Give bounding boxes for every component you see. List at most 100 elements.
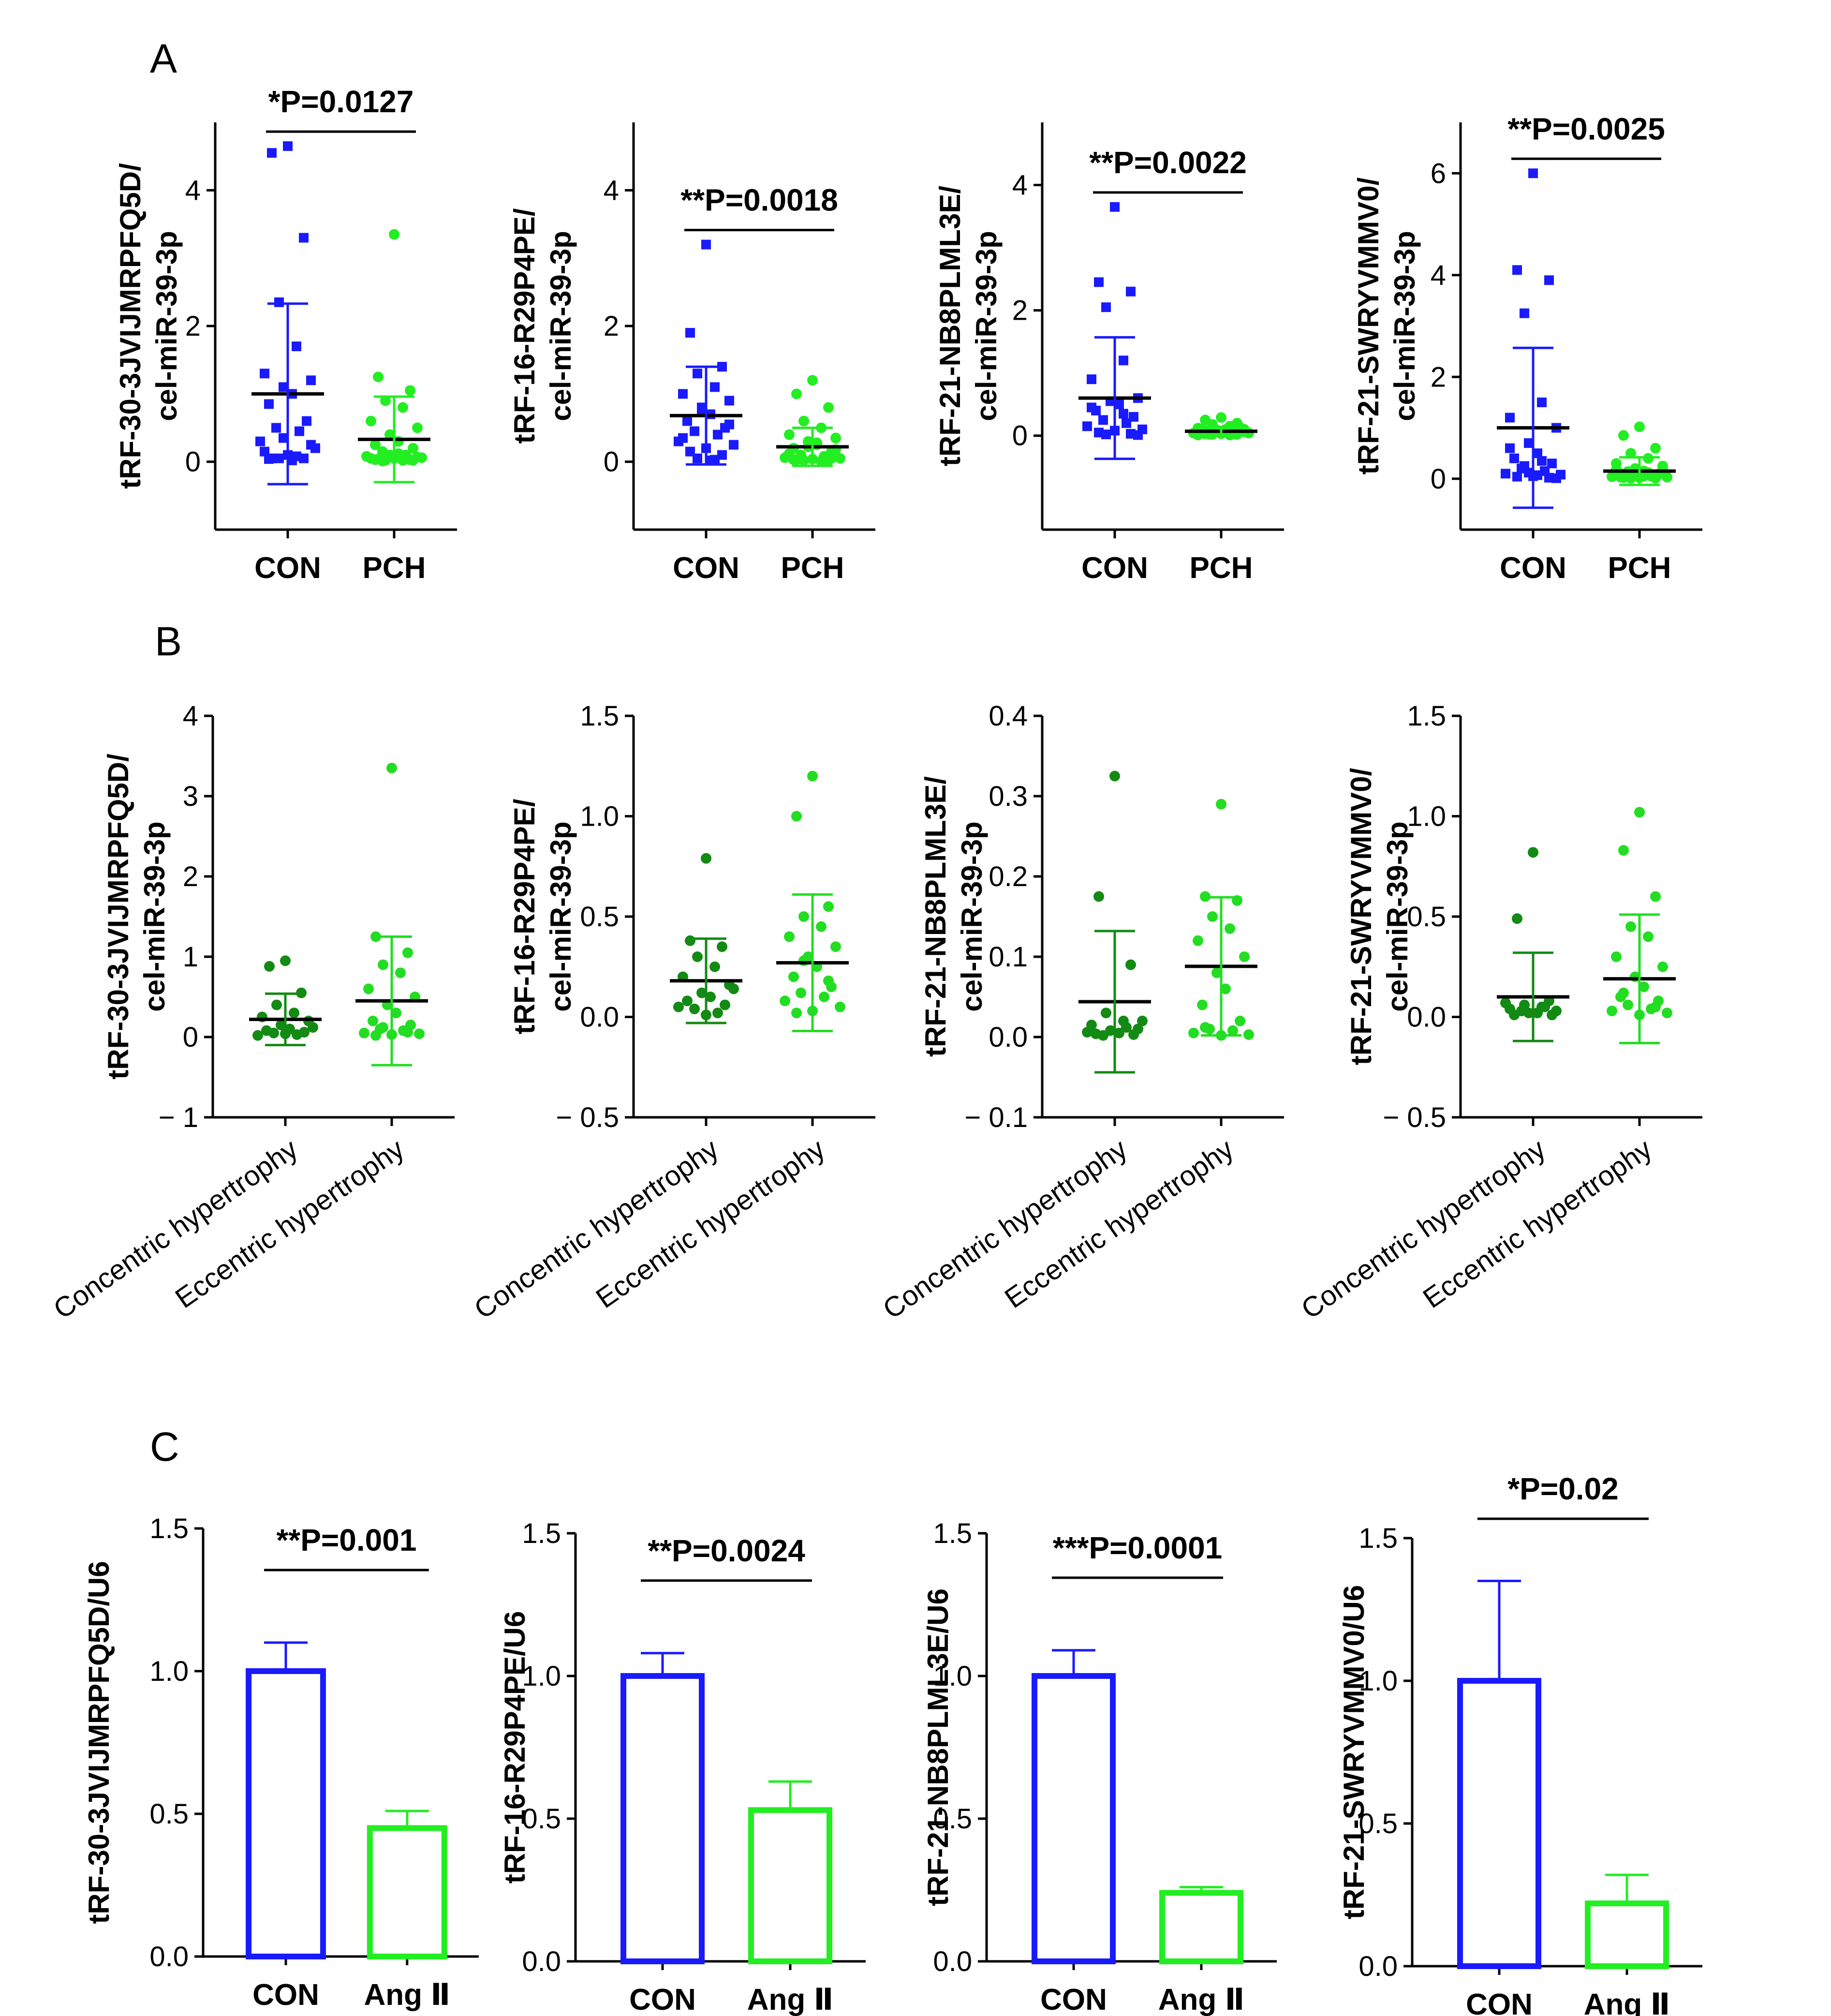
bar <box>367 1825 447 1959</box>
data-point <box>1650 891 1661 902</box>
y-tick-label: 1 <box>183 941 198 973</box>
y-axis-label: tRF-21-NB8PLML3E/ <box>934 186 966 466</box>
y-tick-label: 2 <box>183 861 198 892</box>
data-point <box>1133 430 1143 440</box>
data-point <box>682 416 692 426</box>
data-point <box>673 1001 684 1012</box>
y-tick-label: 0 <box>185 446 201 478</box>
data-point <box>690 426 699 436</box>
y-tick-label: 0.5 <box>522 1803 561 1835</box>
data-point <box>1662 1008 1672 1019</box>
data-point <box>264 961 275 972</box>
data-point <box>1500 997 1511 1008</box>
data-point <box>1216 412 1226 423</box>
data-point <box>1197 999 1208 1010</box>
y-axis-label: tRF-21-SWRYVMMV0/ <box>1345 768 1377 1065</box>
p-value-label: **P=0.001 <box>276 1523 416 1557</box>
data-point <box>1225 923 1235 934</box>
y-axis-label: tRF-21-SWRYVMMV0/U6 <box>1338 1585 1370 1919</box>
data-point <box>1662 472 1672 483</box>
data-point <box>1126 286 1136 296</box>
data-point <box>252 1030 263 1041</box>
y-tick-label: 1.0 <box>149 1656 189 1687</box>
data-point <box>1220 983 1231 994</box>
data-point <box>1547 459 1557 469</box>
y-tick-label: 0.5 <box>933 1803 972 1835</box>
data-point <box>1533 470 1542 480</box>
data-point <box>1094 277 1104 287</box>
x-category-label: PCH <box>1608 551 1671 585</box>
data-point <box>819 992 829 1002</box>
y-tick-label: 3 <box>183 781 198 812</box>
data-point <box>682 995 693 1007</box>
data-point <box>791 388 802 400</box>
data-point <box>1119 356 1128 366</box>
data-point <box>306 375 316 385</box>
data-point <box>1532 1008 1543 1019</box>
data-point <box>1539 1001 1550 1012</box>
data-point <box>1524 438 1534 448</box>
chart-a3: 0 2 4 tRF-21-NB8PLML3E/cel-miR-39-3p CON PCH *… <box>934 122 1284 585</box>
p-value-label: *P=0.02 <box>1507 1471 1619 1506</box>
y-tick-label: 4 <box>183 700 198 732</box>
y-tick-label: 0.0 <box>1358 1951 1398 1982</box>
data-point <box>798 911 809 922</box>
y-axis-label: tRF-21-SWRYVMMV0/ <box>1352 177 1385 474</box>
data-point <box>1650 443 1661 454</box>
data-point <box>1618 430 1629 441</box>
data-point <box>295 426 304 436</box>
x-category-label: CON <box>1466 1988 1533 2016</box>
y-axis-label: cel-miR-39-3p <box>1381 821 1414 1011</box>
y-tick-label: 0.5 <box>149 1798 189 1830</box>
p-value-label: **P=0.0025 <box>1507 111 1665 146</box>
data-point <box>678 389 688 399</box>
data-point <box>393 448 404 459</box>
data-point <box>405 385 415 396</box>
data-point <box>279 433 288 443</box>
bar <box>620 1673 705 1964</box>
chart-b1: − 1 0 1 2 3 4 tRF-30-3JVIJMRPFQ5D/cel-miR-39-3… <box>48 700 455 1325</box>
chart-c1: 0.0 0.5 1.0 1.5 tRF-30-3JVIJMRPFQ5D/U6 CON Ang… <box>83 1513 479 2012</box>
data-point <box>279 382 288 392</box>
data-point <box>1114 399 1124 409</box>
data-point <box>692 951 703 962</box>
data-point <box>705 992 716 1002</box>
data-point <box>289 1008 299 1019</box>
chart-a4: 0 2 4 6 tRF-21-SWRYVMMV0/cel-miR-39-3p CON PCH… <box>1352 111 1702 585</box>
data-point <box>1243 1029 1254 1040</box>
data-point <box>378 959 388 970</box>
data-point <box>255 436 265 446</box>
y-axis-label: cel-miR-39-3p <box>545 231 577 421</box>
data-point <box>724 396 734 406</box>
y-tick-label: 2 <box>1431 361 1446 393</box>
data-point <box>712 1008 723 1019</box>
y-axis-label: tRF-21-NB8PLML3E/U6 <box>922 1588 954 1906</box>
chart-c3: 0.0 0.5 1.0 1.5 tRF-21-NB8PLML3E/U6 CON Ang Ⅱ *… <box>922 1518 1277 2016</box>
data-point <box>1634 807 1645 818</box>
y-tick-label: 1.0 <box>522 1660 561 1692</box>
data-point <box>1137 1015 1148 1026</box>
data-point <box>807 771 818 782</box>
data-point <box>386 762 397 773</box>
y-axis-label: tRF-16-R29P4PE/ <box>508 799 541 1034</box>
data-point <box>791 811 802 822</box>
y-tick-label: 0.5 <box>580 901 619 933</box>
data-point <box>1657 961 1668 972</box>
data-point <box>395 967 406 978</box>
data-point <box>1121 1022 1132 1033</box>
data-point <box>1512 913 1522 924</box>
y-tick-label: − 0.5 <box>1383 1102 1446 1133</box>
y-tick-label: 0.4 <box>989 700 1028 732</box>
y-axis-label: cel-miR-39-3p <box>545 821 577 1011</box>
data-point <box>412 422 423 433</box>
data-point <box>1547 1009 1557 1021</box>
bar <box>748 1807 832 1965</box>
data-point <box>1551 473 1561 483</box>
data-point <box>693 369 702 379</box>
data-point <box>1625 448 1636 459</box>
data-point <box>299 233 309 243</box>
data-point <box>1101 1008 1111 1019</box>
data-point <box>1618 845 1629 856</box>
data-point <box>1082 1027 1093 1038</box>
data-point <box>1227 1025 1238 1036</box>
